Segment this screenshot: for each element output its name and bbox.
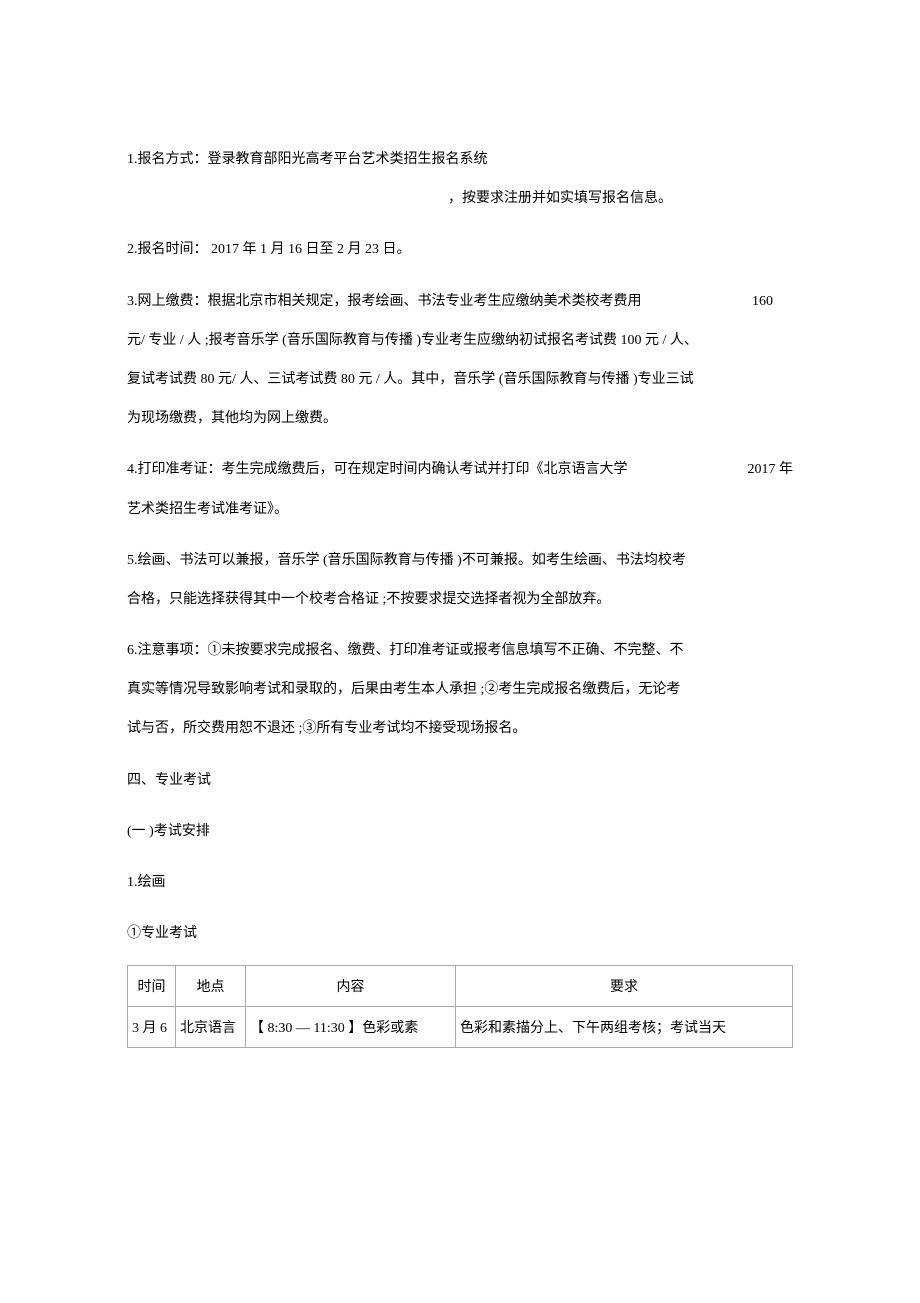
h4-text: 四、专业考试 [127, 773, 211, 788]
th-time: 时间 [128, 966, 176, 1007]
th-req: 要求 [456, 966, 793, 1007]
th-content: 内容 [246, 966, 456, 1007]
p5-line1: 5.绘画、书法可以兼报，音乐学 (音乐国际教育与传播 )不可兼报。如考生绘画、书… [127, 541, 793, 580]
p4-l1b: 2017 年 [748, 450, 794, 489]
paragraph-4: 4.打印准考证：考生完成缴费后，可在规定时间内确认考试并打印《北京语言大学 20… [127, 450, 793, 528]
p4-l1a: 4.打印准考证：考生完成缴费后，可在规定时间内确认考试并打印《北京语言大学 [127, 462, 628, 477]
heading-4: 四、专业考试 [127, 761, 793, 800]
paragraph-5: 5.绘画、书法可以兼报，音乐学 (音乐国际教育与传播 )不可兼报。如考生绘画、书… [127, 541, 793, 619]
p3-line4: 为现场缴费，其他均为网上缴费。 [127, 399, 793, 438]
p3-line1: 3.网上缴费：根据北京市相关规定，报考绘画、书法专业考生应缴纳美术类校考费用 1… [127, 282, 793, 321]
paragraph-6: 6.注意事项：①未按要求完成报名、缴费、打印准考证或报考信息填写不正确、不完整、… [127, 631, 793, 749]
exam-table: 时间 地点 内容 要求 3 月 6 北京语言 【 8:30 ― 11:30 】色… [127, 965, 793, 1048]
heading-4-1: (一 )考试安排 [127, 812, 793, 851]
td-req: 色彩和素描分上、下午两组考核；考试当天 [456, 1007, 793, 1048]
paragraph-3: 3.网上缴费：根据北京市相关规定，报考绘画、书法专业考生应缴纳美术类校考费用 1… [127, 282, 793, 439]
p1-line2: ，按要求注册并如实填写报名信息。 [127, 179, 793, 218]
table-header-row: 时间 地点 内容 要求 [128, 966, 793, 1007]
h4-1-1-1-text: ①专业考试 [127, 926, 197, 941]
p4-line1: 4.打印准考证：考生完成缴费后，可在规定时间内确认考试并打印《北京语言大学 20… [127, 450, 793, 489]
heading-4-1-1: 1.绘画 [127, 863, 793, 902]
p3-line3: 复试考试费 80 元/ 人、三试考试费 80 元 / 人。其中，音乐学 (音乐国… [127, 360, 793, 399]
p1-line1: 1.报名方式：登录教育部阳光高考平台艺术类招生报名系统 [127, 140, 793, 179]
td-content: 【 8:30 ― 11:30 】色彩或素 [246, 1007, 456, 1048]
p2-text: 2.报名时间： 2017 年 1 月 16 日至 2 月 23 日。 [127, 242, 411, 257]
heading-4-1-1-1: ①专业考试 [127, 914, 793, 953]
p6-line3: 试与否，所交费用恕不退还 ;③所有专业考试均不接受现场报名。 [127, 709, 793, 748]
p6-line1: 6.注意事项：①未按要求完成报名、缴费、打印准考证或报考信息填写不正确、不完整、… [127, 631, 793, 670]
paragraph-1: 1.报名方式：登录教育部阳光高考平台艺术类招生报名系统 ，按要求注册并如实填写报… [127, 140, 793, 218]
table-row: 3 月 6 北京语言 【 8:30 ― 11:30 】色彩或素 色彩和素描分上、… [128, 1007, 793, 1048]
p4-line2: 艺术类招生考试准考证》。 [127, 490, 793, 529]
td-time: 3 月 6 [128, 1007, 176, 1048]
h4-1-1-text: 1.绘画 [127, 875, 166, 890]
p3-l1a: 3.网上缴费：根据北京市相关规定，报考绘画、书法专业考生应缴纳美术类校考费用 [127, 294, 642, 309]
p6-line2: 真实等情况导致影响考试和录取的，后果由考生本人承担 ;②考生完成报名缴费后，无论… [127, 670, 793, 709]
p3-l1b: 160 [752, 282, 773, 321]
h4-1-text: (一 )考试安排 [127, 824, 210, 839]
th-place: 地点 [176, 966, 246, 1007]
p5-line2: 合格，只能选择获得其中一个校考合格证 ;不按要求提交选择者视为全部放弃。 [127, 580, 793, 619]
p3-line2: 元/ 专业 / 人 ;报考音乐学 (音乐国际教育与传播 )专业考生应缴纳初试报名… [127, 321, 793, 360]
td-place: 北京语言 [176, 1007, 246, 1048]
paragraph-2: 2.报名时间： 2017 年 1 月 16 日至 2 月 23 日。 [127, 230, 793, 269]
